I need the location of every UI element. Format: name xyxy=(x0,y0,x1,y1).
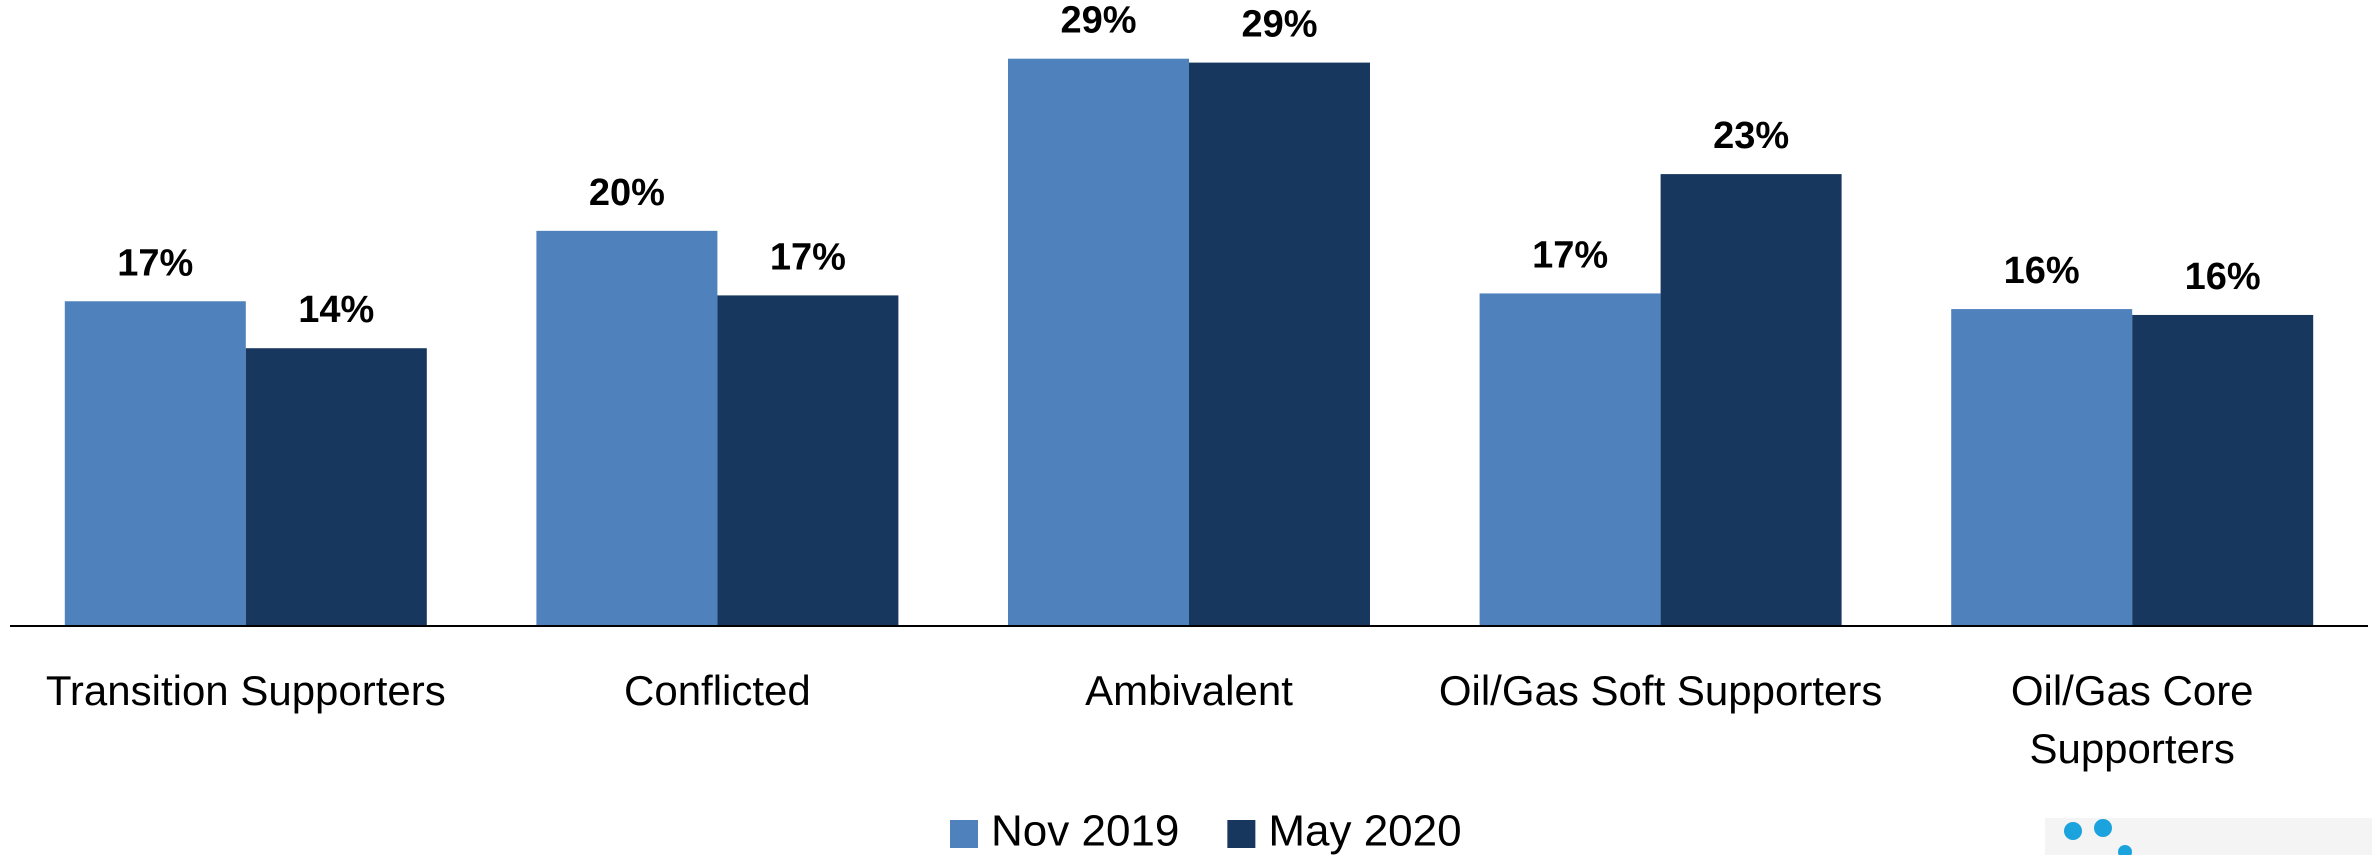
x-tick-label: Oil/Gas Core Supporters xyxy=(2010,667,2254,772)
x-tick-label: Transition Supporters xyxy=(45,667,446,714)
data-label: 20% xyxy=(589,172,665,214)
data-label: 17% xyxy=(1532,234,1608,276)
bar xyxy=(64,301,246,626)
data-label: 17% xyxy=(117,242,193,284)
bar xyxy=(536,230,718,626)
bar xyxy=(1660,174,1842,626)
legend-label: Nov 2019 xyxy=(991,807,1179,855)
bar xyxy=(245,348,427,626)
logo-dot xyxy=(2094,819,2112,837)
bar xyxy=(2132,314,2314,626)
data-label: 29% xyxy=(1241,4,1317,46)
bar xyxy=(717,295,899,626)
data-label: 16% xyxy=(2004,250,2080,292)
x-tick-label: Oil/Gas Soft Supporters xyxy=(1438,667,1883,714)
legend-label: May 2020 xyxy=(1268,807,1461,855)
bar xyxy=(1189,62,1370,627)
logo-dot xyxy=(2118,845,2132,855)
x-tick-label: Ambivalent xyxy=(1085,667,1293,714)
data-label: 16% xyxy=(2185,256,2261,298)
data-label: 29% xyxy=(1060,0,1136,42)
data-label: 23% xyxy=(1713,115,1789,157)
data-label: 14% xyxy=(298,289,374,331)
data-label: 17% xyxy=(770,236,846,278)
bar xyxy=(1479,293,1661,626)
legend-swatch xyxy=(950,820,978,848)
logo-dot xyxy=(2064,822,2082,840)
logo-background xyxy=(2045,818,2372,855)
x-tick-label: Conflicted xyxy=(624,667,811,714)
bar xyxy=(1008,58,1189,626)
legend-swatch xyxy=(1227,820,1256,848)
bar xyxy=(1951,309,2133,626)
